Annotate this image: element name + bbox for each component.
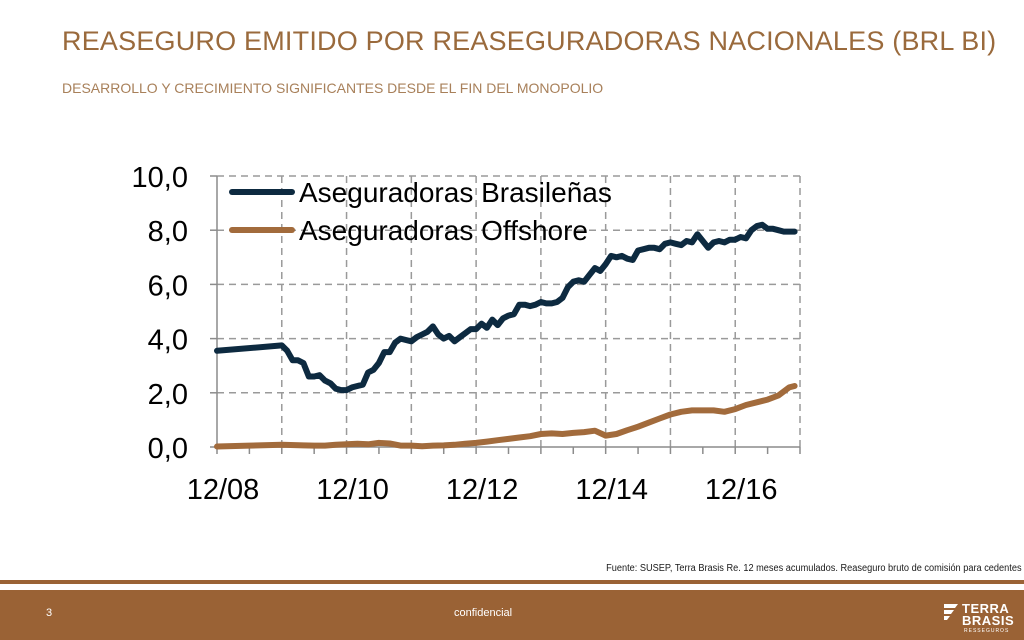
y-tick-label: 6,0	[148, 270, 188, 302]
logo-text-resseguros: RESSEGUROS	[964, 628, 1010, 634]
series-line	[214, 221, 798, 394]
x-tick-label: 12/16	[705, 474, 778, 506]
slide-subtitle: DESARROLLO Y CRECIMIENTO SIGNIFICANTES D…	[62, 80, 604, 96]
footer-divider	[0, 580, 1024, 584]
y-tick-label: 2,0	[148, 379, 188, 411]
x-tick-label: 12/14	[575, 474, 648, 506]
logo-text-brasis: BRASIS	[962, 613, 1015, 628]
y-tick-label: 4,0	[148, 325, 188, 357]
x-tick-label: 12/08	[187, 474, 260, 506]
terra-brasis-logo: TERRA BRASIS RESSEGUROS	[942, 596, 1015, 634]
slide-title: REASEGURO EMITIDO POR REASEGURADORAS NAC…	[62, 26, 997, 56]
logo-text-terra: TERRA	[962, 601, 1010, 616]
legend-label: Aseguradoras Brasileñas	[299, 177, 612, 208]
confidential-label: confidencial	[454, 607, 513, 619]
y-tick-label: 0,0	[148, 433, 188, 465]
source-note: Fuente: SUSEP, Terra Brasis Re. 12 meses…	[606, 563, 1022, 574]
y-tick-label: 8,0	[148, 216, 188, 248]
line-chart: 0,0 2,0 4,0 6,0 8,0 10,0 12/08 12/10 12/12 12/14 1…	[132, 162, 801, 506]
legend-label: Aseguradoras Offshore	[299, 215, 588, 246]
x-tick-label: 12/10	[316, 474, 389, 506]
series-line	[214, 383, 798, 450]
footer-bar: 3 confidencial TERRA BRASIS RESSEGUROS	[0, 590, 1024, 640]
x-tick-label: 12/12	[446, 474, 519, 506]
logo-mark-icon	[944, 604, 958, 620]
page-number: 3	[46, 607, 53, 619]
y-tick-label: 10,0	[132, 162, 188, 194]
